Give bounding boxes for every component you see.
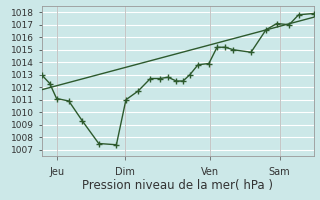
Text: Dim: Dim [115,167,134,177]
X-axis label: Pression niveau de la mer( hPa ): Pression niveau de la mer( hPa ) [82,179,273,192]
Text: Sam: Sam [269,167,291,177]
Text: Jeu: Jeu [49,167,64,177]
Text: Ven: Ven [201,167,219,177]
